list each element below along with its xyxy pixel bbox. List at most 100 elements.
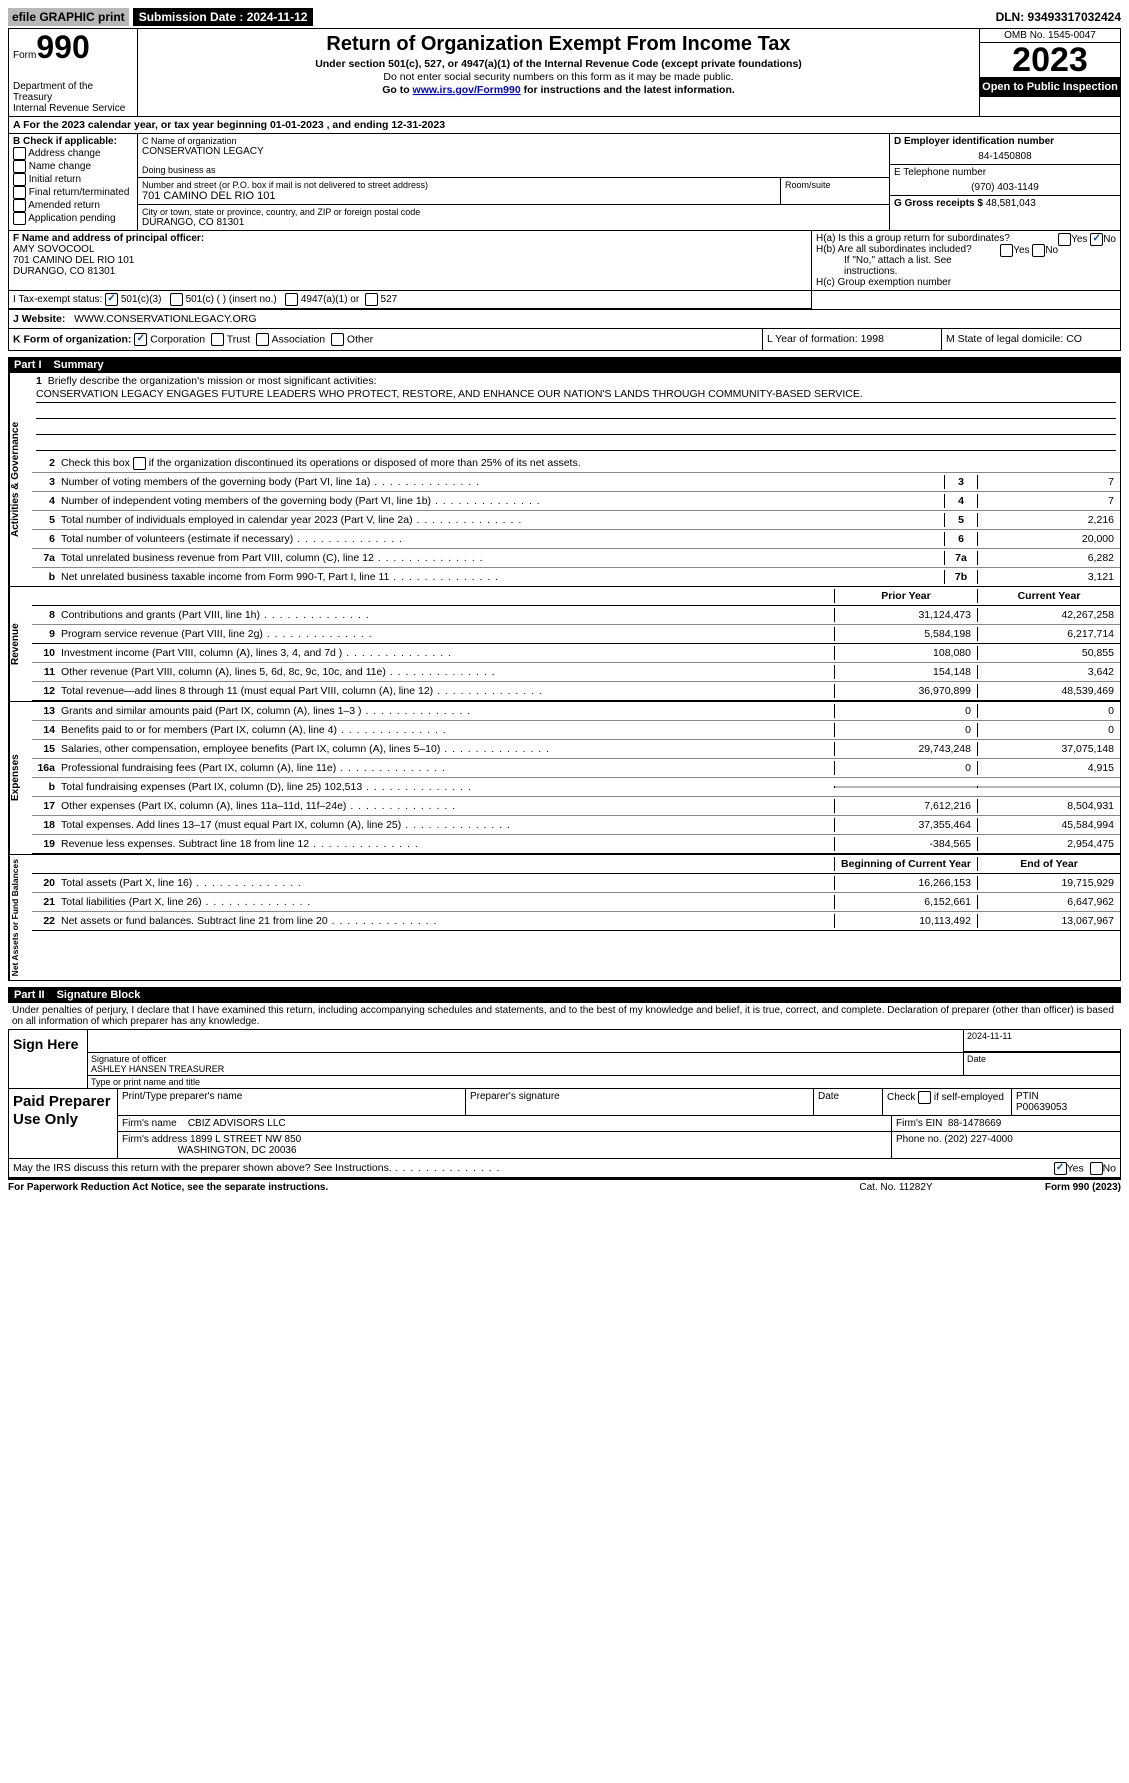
vtab-revenue: Revenue [9, 587, 32, 701]
line2-text: Check this box if the organization disco… [61, 457, 581, 469]
firm-phone: (202) 227-4000 [944, 1134, 1012, 1145]
summary-line: 4Number of independent voting members of… [32, 492, 1120, 511]
form-number-box: Form990 Department of the Treasury Inter… [9, 29, 138, 116]
row-i: I Tax-exempt status: 501(c)(3) 501(c) ( … [9, 291, 811, 309]
summary-line: 22Net assets or fund balances. Subtract … [32, 912, 1120, 931]
lbl-name: Name change [29, 161, 91, 172]
footer-center: Cat. No. 11282Y [821, 1182, 971, 1193]
org-name-cell: C Name of organization CONSERVATION LEGA… [138, 134, 889, 178]
lbl-initial: Initial return [29, 174, 81, 185]
hb-label: H(b) Are all subordinates included? [816, 244, 972, 255]
officer-label: F Name and address of principal officer: [13, 233, 204, 244]
gross-value: 48,581,043 [986, 198, 1036, 209]
chk-other[interactable] [331, 333, 344, 346]
efile-label: efile GRAPHIC print [8, 8, 129, 26]
prep-name-label: Print/Type preparer's name [118, 1089, 466, 1115]
dept-label: Department of the Treasury Internal Reve… [13, 81, 133, 114]
summary-line: 7aTotal unrelated business revenue from … [32, 549, 1120, 568]
summary-line: 15Salaries, other compensation, employee… [32, 740, 1120, 759]
sig-type-label: Type or print name and title [88, 1076, 203, 1088]
chk-address-change[interactable] [13, 147, 26, 160]
summary-line: 5Total number of individuals employed in… [32, 511, 1120, 530]
chk-discontinued[interactable] [133, 457, 146, 470]
officer-group-row: F Name and address of principal officer:… [8, 231, 1121, 291]
sig-officer-label: Signature of officer [91, 1054, 166, 1064]
chk-amended[interactable] [13, 199, 26, 212]
city-cell: City or town, state or province, country… [138, 205, 889, 230]
mission-text: CONSERVATION LEGACY ENGAGES FUTURE LEADE… [36, 388, 1116, 403]
ha-no[interactable] [1090, 233, 1103, 246]
part2-label: Part II [14, 989, 45, 1001]
open-inspection: Open to Public Inspection [980, 77, 1120, 97]
ein-value: 84-1450808 [894, 151, 1116, 162]
phone-label: E Telephone number [894, 167, 986, 178]
chk-name-change[interactable] [13, 160, 26, 173]
sign-date: 2024-11-11 [964, 1030, 1120, 1052]
summary-netassets: Net Assets or Fund Balances Beginning of… [8, 855, 1121, 981]
form-number: 990 [36, 29, 89, 65]
summary-line: 8Contributions and grants (Part VIII, li… [32, 606, 1120, 625]
year-formation: L Year of formation: 1998 [762, 329, 941, 350]
chk-trust[interactable] [211, 333, 224, 346]
footer-left: For Paperwork Reduction Act Notice, see … [8, 1182, 821, 1193]
part1-title: Summary [54, 359, 104, 371]
chk-corp[interactable] [134, 333, 147, 346]
begin-year-hdr: Beginning of Current Year [834, 857, 977, 871]
opt-other: Other [347, 333, 373, 345]
street-row: Number and street (or P.O. box if mail i… [138, 178, 889, 205]
prep-self-label: Check if self-employed [887, 1092, 1004, 1103]
summary-governance: Activities & Governance 1 Briefly descri… [8, 373, 1121, 587]
summary-line: bTotal fundraising expenses (Part IX, co… [32, 778, 1120, 797]
ein-label: D Employer identification number [894, 136, 1054, 147]
discuss-row: May the IRS discuss this return with the… [8, 1159, 1121, 1178]
gross-label: G Gross receipts $ [894, 198, 983, 209]
ptin-label: PTIN [1016, 1091, 1039, 1102]
summary-line: 12Total revenue—add lines 8 through 11 (… [32, 682, 1120, 701]
discuss-yes[interactable] [1054, 1162, 1067, 1175]
lbl-pending: Application pending [28, 213, 115, 224]
org-info-grid: B Check if applicable: Address change Na… [8, 134, 1121, 231]
opt-4947: 4947(a)(1) or [301, 294, 359, 305]
row-j: J Website: WWW.CONSERVATIONLEGACY.ORG [8, 310, 1121, 329]
street-value: 701 CAMINO DEL RIO 101 [142, 190, 776, 202]
ha-yes[interactable] [1058, 233, 1071, 246]
hb-no[interactable] [1032, 244, 1045, 257]
summary-line: 16aProfessional fundraising fees (Part I… [32, 759, 1120, 778]
vtab-governance: Activities & Governance [9, 373, 32, 586]
officer-name: AMY SOVOCOOL [13, 244, 95, 255]
lbl-amended: Amended return [28, 200, 100, 211]
ha-label: H(a) Is this a group return for subordin… [816, 233, 1010, 244]
box-b: B Check if applicable: Address change Na… [9, 134, 138, 230]
chk-4947[interactable] [285, 293, 298, 306]
sub3-pre: Go to [382, 84, 412, 96]
firm-phone-label: Phone no. [896, 1134, 942, 1145]
box-f: F Name and address of principal officer:… [9, 231, 812, 290]
state-domicile: M State of legal domicile: CO [941, 329, 1120, 350]
form-prefix: Form [13, 50, 36, 61]
chk-501c[interactable] [170, 293, 183, 306]
sig-officer-name: ASHLEY HANSEN TREASURER [91, 1064, 224, 1074]
summary-line: 3Number of voting members of the governi… [32, 473, 1120, 492]
chk-pending[interactable] [13, 212, 26, 225]
chk-assoc[interactable] [256, 333, 269, 346]
row-k: K Form of organization: Corporation Trus… [8, 329, 1121, 351]
box-h: H(a) Is this a group return for subordin… [812, 231, 1120, 290]
prep-sig-label: Preparer's signature [466, 1089, 814, 1115]
dba-label: Doing business as [142, 165, 885, 175]
sub3-post: for instructions and the latest informat… [521, 84, 735, 96]
net-header-row: Beginning of Current Year End of Year [32, 855, 1120, 874]
summary-line: 14Benefits paid to or for members (Part … [32, 721, 1120, 740]
chk-initial[interactable] [13, 173, 26, 186]
tax-year: 2023 [980, 43, 1120, 77]
firm-name: CBIZ ADVISORS LLC [188, 1118, 286, 1129]
hb-yes[interactable] [1000, 244, 1013, 257]
firm-name-label: Firm's name [122, 1118, 177, 1129]
phone-cell: E Telephone number (970) 403-1149 [890, 165, 1120, 196]
sig-date-label: Date [964, 1053, 1120, 1075]
chk-501c3[interactable] [105, 293, 118, 306]
chk-final[interactable] [13, 186, 26, 199]
irs-link[interactable]: www.irs.gov/Form990 [413, 84, 521, 96]
chk-self-employed[interactable] [918, 1091, 931, 1104]
discuss-no[interactable] [1090, 1162, 1103, 1175]
chk-527[interactable] [365, 293, 378, 306]
